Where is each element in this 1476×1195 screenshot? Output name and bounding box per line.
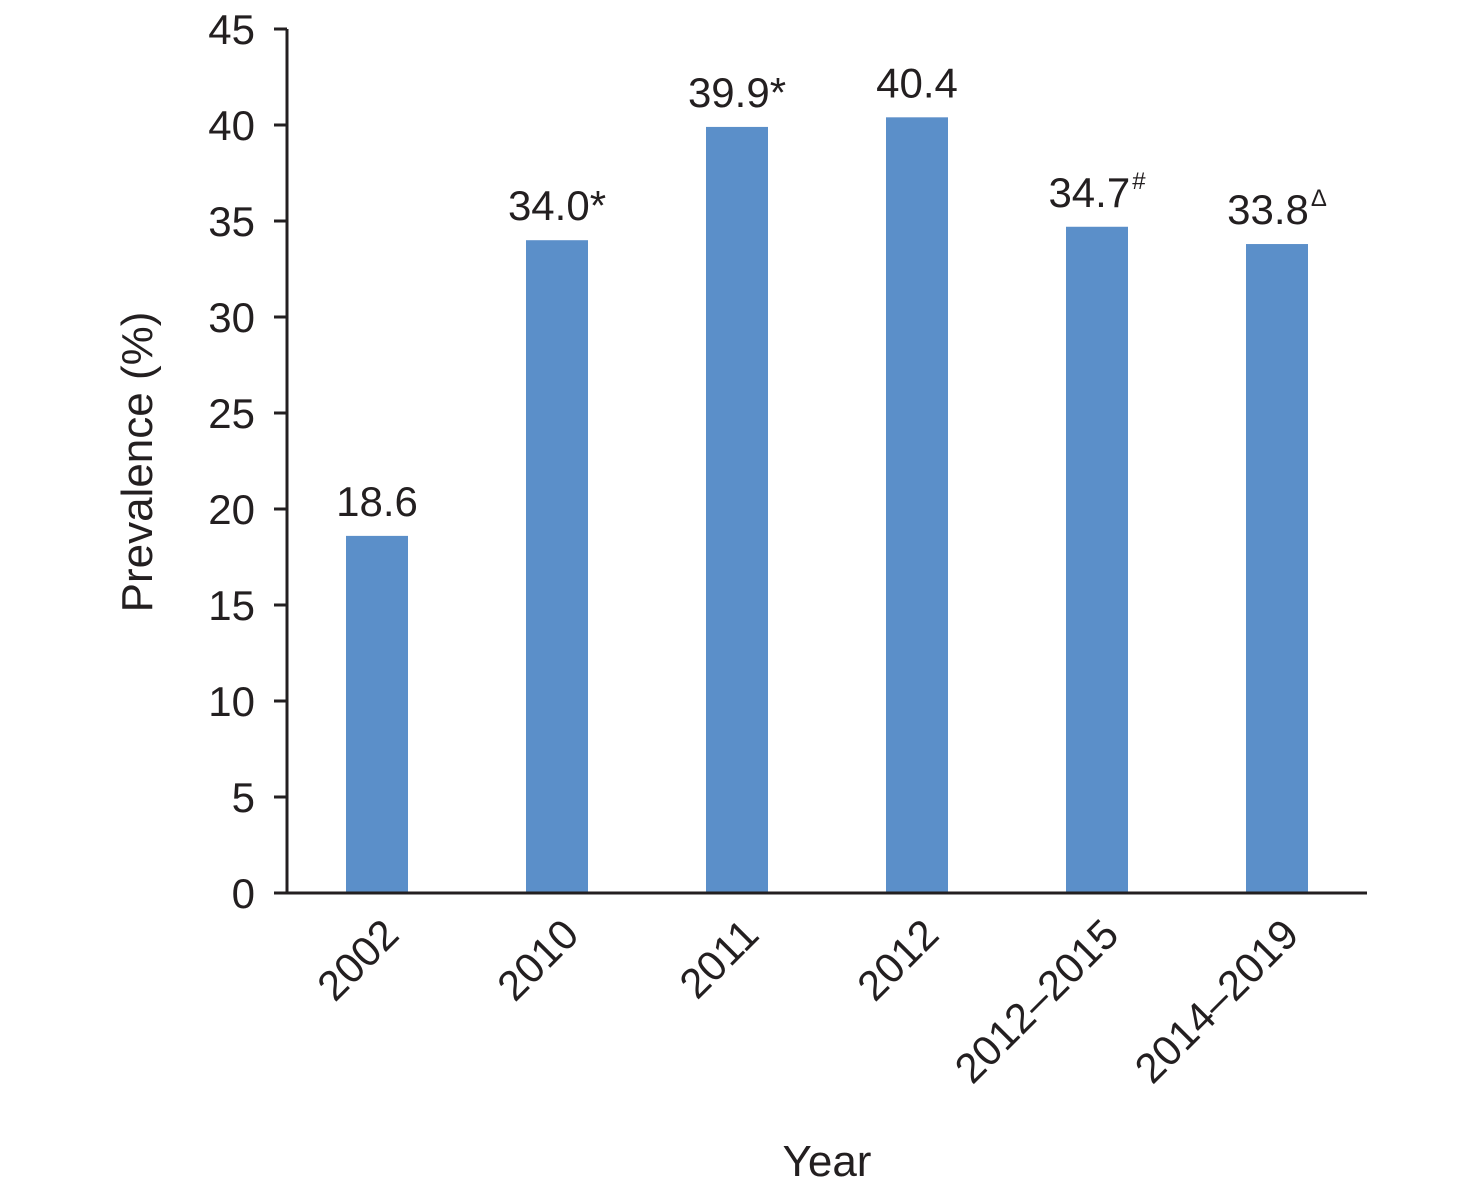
bar bbox=[706, 126, 768, 894]
bars-layer bbox=[346, 117, 1308, 894]
y-tick-label: 10 bbox=[208, 678, 255, 725]
bar bbox=[526, 240, 588, 893]
bar bbox=[346, 535, 408, 893]
y-tick-label: 5 bbox=[232, 774, 255, 821]
data-label: 34.0* bbox=[508, 182, 606, 229]
y-tick-label: 35 bbox=[208, 198, 255, 245]
y-tick-label: 45 bbox=[208, 6, 255, 53]
bar bbox=[1066, 226, 1128, 893]
x-tick-label: 2011 bbox=[670, 910, 767, 1007]
data-label: 40.4 bbox=[876, 59, 958, 106]
y-ticks: 0 5 10 15 20 25 30 35 40 45 bbox=[208, 6, 287, 917]
y-tick-label: 0 bbox=[232, 870, 255, 917]
data-label: 39.9* bbox=[688, 69, 786, 116]
x-axis-title: Year bbox=[783, 1137, 872, 1186]
y-tick-label: 15 bbox=[208, 582, 255, 629]
bar bbox=[1246, 244, 1308, 894]
x-tick-label: 2014–2019 bbox=[1125, 910, 1307, 1092]
axes-layer bbox=[285, 29, 1367, 895]
y-tick-label: 30 bbox=[208, 294, 255, 341]
data-label: 34.7# bbox=[1048, 168, 1146, 216]
x-tick-label: 2012–2015 bbox=[945, 910, 1127, 1092]
y-tick-label: 40 bbox=[208, 102, 255, 149]
data-labels: 18.6 34.0* 39.9* 40.4 34.7# 33.8Δ bbox=[336, 59, 1327, 525]
bar bbox=[886, 117, 948, 893]
y-tick-label: 25 bbox=[208, 390, 255, 437]
x-tick-label: 2010 bbox=[488, 910, 587, 1009]
y-axis-title: Prevalence (%) bbox=[113, 312, 162, 613]
y-tick-label: 20 bbox=[208, 486, 255, 533]
data-label: 33.8Δ bbox=[1227, 185, 1327, 233]
data-label: 18.6 bbox=[336, 478, 418, 525]
x-tick-label: 2002 bbox=[308, 910, 407, 1009]
x-tick-label: 2012 bbox=[848, 910, 947, 1009]
